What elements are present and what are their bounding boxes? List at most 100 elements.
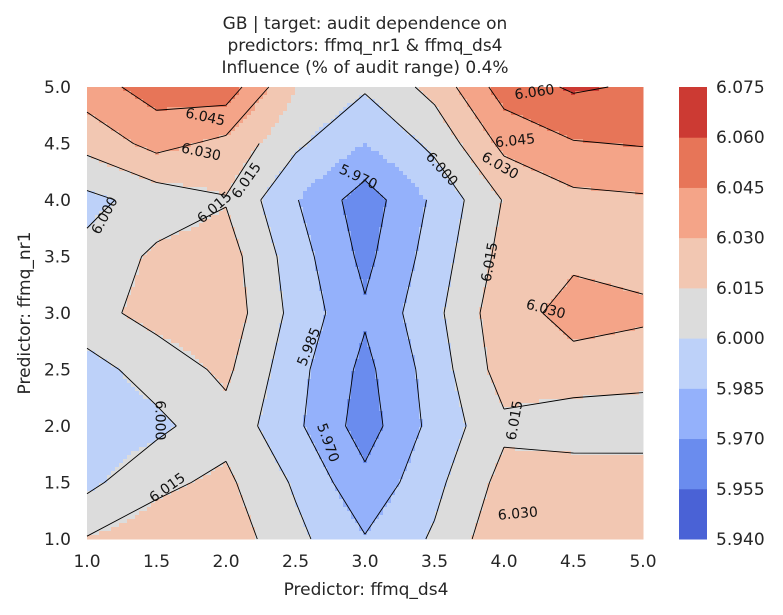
- contour-band-cell: [479, 307, 548, 312]
- contour-band-cell: [411, 275, 452, 280]
- contour-band-cell: [311, 135, 416, 140]
- contour-band-cell: [263, 435, 312, 440]
- contour-band-cell: [299, 203, 344, 208]
- contour-band-cell: [147, 443, 268, 448]
- contour-band-cell: [287, 479, 332, 484]
- contour-band-cell: [315, 355, 360, 360]
- contour-band-cell: [399, 479, 448, 484]
- contour-band-cell: [295, 151, 352, 156]
- contour-band-cell: [255, 535, 312, 540]
- contour-band-cell: [279, 335, 320, 340]
- contour-band-cell: [475, 531, 644, 536]
- contour-band-cell: [455, 455, 500, 460]
- contour-band-cell: [375, 367, 416, 372]
- contour-band-cell: [347, 155, 384, 160]
- contour-band-cell: [407, 463, 452, 468]
- contour-band-cell: [99, 159, 248, 164]
- contour-band-cell: [247, 287, 280, 292]
- contour-band-cell: [495, 467, 644, 472]
- contour-band-cell: [87, 479, 108, 484]
- contour-band-cell: [303, 419, 348, 424]
- x-tick-label: 3.0: [351, 552, 378, 572]
- contour-band-cell: [87, 391, 140, 396]
- contour-band-cell: [399, 483, 448, 488]
- contour-band-cell: [459, 231, 496, 236]
- contour-band-cell: [499, 399, 540, 404]
- contour-band-cell: [359, 343, 368, 348]
- contour-band-cell: [263, 211, 304, 216]
- contour-band-cell: [87, 387, 136, 392]
- contour-band-cell: [411, 451, 456, 456]
- contour-band-cell: [87, 335, 164, 340]
- contour-band-cell: [87, 439, 156, 444]
- contour-band-cell: [483, 303, 548, 308]
- contour-band-cell: [159, 239, 240, 244]
- contour-band-cell: [319, 339, 364, 344]
- contour-band-cell: [87, 299, 128, 304]
- contour-band-cell: [479, 311, 544, 316]
- contour-band-cell: [415, 135, 456, 140]
- contour-band-cell: [159, 151, 252, 156]
- contour-band-cell: [299, 147, 356, 152]
- contour-band-cell: [447, 479, 492, 484]
- contour-band-cell: [111, 203, 264, 208]
- contour-band-cell: [135, 283, 244, 288]
- contour-band-cell: [463, 215, 500, 220]
- contour-band-cell: [351, 239, 380, 244]
- contour-band-cell: [307, 399, 348, 404]
- contour-band-cell: [223, 383, 228, 388]
- contour-band-cell: [567, 283, 612, 288]
- contour-band-cell: [299, 511, 352, 516]
- contour-band-cell: [551, 175, 644, 180]
- contour-band-cell: [87, 211, 100, 216]
- contour-band-cell: [423, 419, 464, 424]
- contour-band-cell: [391, 499, 440, 504]
- contour-band-cell: [87, 355, 100, 360]
- contour-band-cell: [279, 171, 328, 176]
- contour-band-cell: [483, 123, 540, 128]
- contour-band-cell: [459, 443, 644, 448]
- colorbar-tick-label: 5.985: [716, 379, 765, 399]
- contour-band-cell: [231, 99, 260, 104]
- contour-band-cell: [135, 515, 252, 520]
- contour-band-cell: [339, 111, 388, 116]
- contour-band-cell: [227, 191, 268, 196]
- contour-band-cell: [483, 299, 552, 304]
- contour-band-cell: [87, 123, 108, 128]
- contour-band-cell: [327, 467, 408, 472]
- contour-band-cell: [515, 447, 644, 452]
- contour-band-cell: [187, 483, 240, 488]
- contour-band-cell: [295, 87, 420, 92]
- contour-band-cell: [87, 455, 128, 460]
- contour-band-cell: [311, 183, 360, 188]
- contour-band-cell: [291, 155, 348, 160]
- contour-band-cell: [87, 131, 120, 136]
- contour-band-cell: [451, 343, 484, 348]
- contour-band-cell: [323, 463, 408, 468]
- contour-band-cell: [407, 287, 448, 292]
- contour-band-cell: [319, 451, 360, 456]
- contour-band-cell: [227, 383, 268, 388]
- contour-band-cell: [87, 159, 100, 164]
- contour-band-cell: [423, 423, 468, 428]
- contour-band-cell: [255, 103, 288, 108]
- contour-band-cell: [419, 235, 460, 240]
- contour-band-cell: [483, 339, 644, 344]
- contour-band-cell: [87, 503, 152, 508]
- contour-band-cell: [347, 399, 380, 404]
- contour-band-cell: [491, 183, 568, 188]
- contour-band-cell: [487, 267, 644, 272]
- contour-band-cell: [367, 455, 412, 460]
- contour-band-cell: [395, 487, 444, 492]
- contour-band-cell: [87, 147, 148, 152]
- contour-band-cell: [475, 115, 524, 120]
- contour-band-cell: [487, 483, 644, 488]
- contour-band-cell: [87, 419, 172, 424]
- contour-line: [559, 86, 609, 94]
- contour-band-cell: [235, 95, 264, 100]
- contour-band-cell: [455, 247, 492, 252]
- contour-band-cell: [495, 463, 644, 468]
- contour-band-cell: [459, 439, 644, 444]
- contour-band-cell: [415, 263, 452, 268]
- contour-band-cell: [347, 415, 384, 420]
